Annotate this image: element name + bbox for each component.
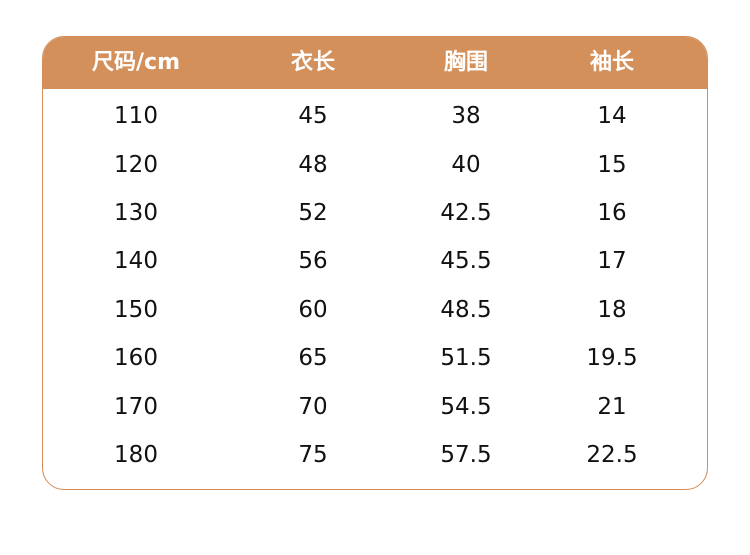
cell-sleeve: 15 (597, 151, 627, 178)
header-chest: 胸围 (443, 50, 489, 75)
cell-sleeve: 18 (597, 296, 627, 323)
cell-size: 130 (114, 199, 158, 226)
cell-size: 170 (114, 393, 158, 420)
header-sleeve: 袖长 (589, 50, 635, 75)
cell-chest: 57.5 (440, 441, 492, 468)
table-row: 120 48 40 15 (43, 140, 707, 188)
header-size: 尺码/cm (91, 50, 181, 75)
cell-length: 65 (298, 345, 328, 372)
cell-sleeve: 19.5 (586, 345, 638, 372)
table-body: 110 45 38 14 120 48 40 15 130 52 42.5 16 140 56 45.5 17… (43, 89, 707, 479)
cell-length: 60 (298, 296, 328, 323)
cell-length: 48 (298, 151, 328, 178)
cell-chest: 54.5 (440, 393, 492, 420)
table-row: 170 70 54.5 21 (43, 382, 707, 430)
cell-sleeve: 14 (597, 103, 627, 130)
cell-chest: 38 (451, 103, 481, 130)
size-chart-table: 尺码/cm 衣长 胸围 袖长 110 45 38 14 120 48 40 15 130 52 42.5 1… (42, 36, 708, 490)
cell-length: 75 (298, 441, 328, 468)
table-header: 尺码/cm 衣长 胸围 袖长 (43, 37, 707, 89)
cell-chest: 48.5 (440, 296, 492, 323)
cell-length: 70 (298, 393, 328, 420)
cell-size: 150 (114, 296, 158, 323)
header-length: 衣长 (290, 50, 336, 75)
cell-sleeve: 22.5 (586, 441, 638, 468)
table-row: 130 52 42.5 16 (43, 189, 707, 237)
cell-sleeve: 17 (597, 248, 627, 275)
cell-length: 52 (298, 199, 328, 226)
cell-chest: 42.5 (440, 199, 492, 226)
cell-length: 45 (298, 103, 328, 130)
table-row: 110 45 38 14 (43, 92, 707, 140)
cell-sleeve: 16 (597, 199, 627, 226)
cell-chest: 40 (451, 151, 481, 178)
cell-length: 56 (298, 248, 328, 275)
cell-size: 140 (114, 248, 158, 275)
table-row: 140 56 45.5 17 (43, 237, 707, 285)
cell-size: 120 (114, 151, 158, 178)
cell-size: 110 (114, 103, 158, 130)
cell-size: 160 (114, 345, 158, 372)
cell-chest: 51.5 (440, 345, 492, 372)
cell-size: 180 (114, 441, 158, 468)
cell-chest: 45.5 (440, 248, 492, 275)
table-row: 150 60 48.5 18 (43, 286, 707, 334)
table-row: 180 75 57.5 22.5 (43, 431, 707, 479)
cell-sleeve: 21 (597, 393, 627, 420)
table-row: 160 65 51.5 19.5 (43, 334, 707, 382)
